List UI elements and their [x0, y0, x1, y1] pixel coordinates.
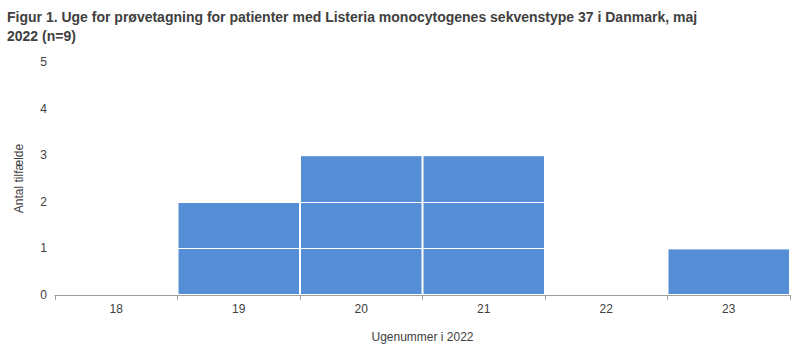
- svg-text:2022 (n=9): 2022 (n=9): [7, 28, 76, 44]
- svg-text:Antal tilfælde: Antal tilfælde: [12, 143, 26, 213]
- svg-text:1: 1: [40, 241, 47, 255]
- svg-text:19: 19: [232, 302, 246, 316]
- svg-text:20: 20: [355, 302, 369, 316]
- svg-text:5: 5: [40, 55, 47, 69]
- svg-text:22: 22: [600, 302, 614, 316]
- svg-text:18: 18: [110, 302, 124, 316]
- svg-text:2: 2: [40, 195, 47, 209]
- svg-text:Ugenummer i 2022: Ugenummer i 2022: [371, 330, 473, 344]
- svg-text:0: 0: [40, 288, 47, 302]
- svg-text:21: 21: [477, 302, 491, 316]
- svg-text:23: 23: [722, 302, 736, 316]
- svg-text:Figur 1. Uge for prøvetagning: Figur 1. Uge for prøvetagning for patien…: [7, 9, 701, 25]
- svg-text:3: 3: [40, 148, 47, 162]
- svg-text:4: 4: [40, 102, 47, 116]
